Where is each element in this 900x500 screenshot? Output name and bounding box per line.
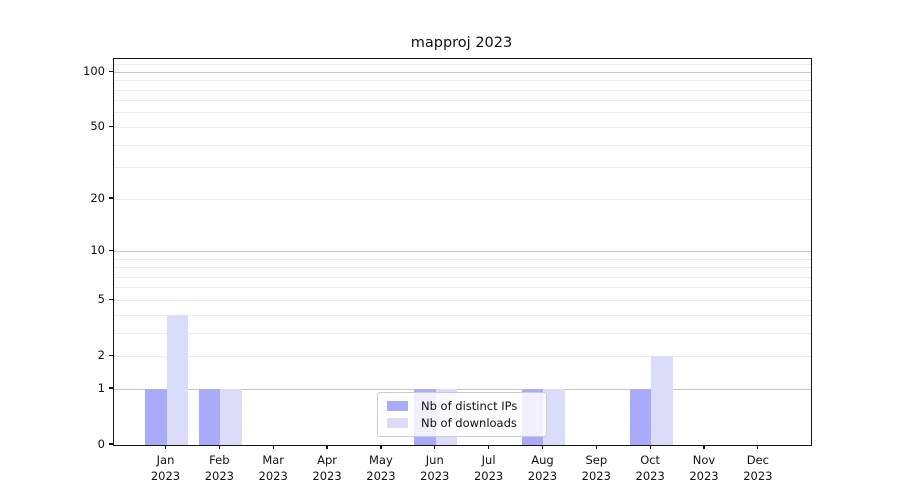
x-tick-mark (273, 445, 274, 449)
x-tick-mark (219, 445, 220, 449)
x-tick-mark (542, 445, 543, 449)
x-tick-label: Jan 2023 (136, 452, 196, 484)
x-tick-mark (488, 445, 489, 449)
legend-item: Nb of distinct IPs (387, 399, 537, 413)
x-tick-label: Dec 2023 (728, 452, 788, 484)
x-tick-mark (650, 445, 651, 449)
x-tick-mark (380, 445, 381, 449)
x-tick-label: May 2023 (351, 452, 411, 484)
x-tick-mark (757, 445, 758, 449)
legend-swatch-distinct-ips (387, 401, 408, 411)
legend-item: Nb of downloads (387, 416, 537, 430)
x-tick-label: Aug 2023 (512, 452, 572, 484)
x-tick-label: Jun 2023 (405, 452, 465, 484)
legend-label: Nb of downloads (421, 416, 517, 430)
legend-swatch-downloads (387, 418, 408, 428)
x-tick-label: Nov 2023 (674, 452, 734, 484)
chart-figure: mapproj 2023 Nb of distinct IPsNb of dow… (0, 0, 900, 500)
x-tick-mark (703, 445, 704, 449)
x-tick-mark (434, 445, 435, 449)
x-tick-mark (165, 445, 166, 449)
x-tick-mark (326, 445, 327, 449)
x-tick-label: Jul 2023 (459, 452, 519, 484)
x-tick-label: Oct 2023 (620, 452, 680, 484)
x-tick-label: Feb 2023 (189, 452, 249, 484)
x-tick-label: Apr 2023 (297, 452, 357, 484)
x-tick-mark (596, 445, 597, 449)
x-tick-label: Mar 2023 (243, 452, 303, 484)
legend: Nb of distinct IPs Nb of downloads (377, 392, 547, 437)
legend-label: Nb of distinct IPs (421, 399, 517, 413)
x-tick-label: Sep 2023 (566, 452, 626, 484)
